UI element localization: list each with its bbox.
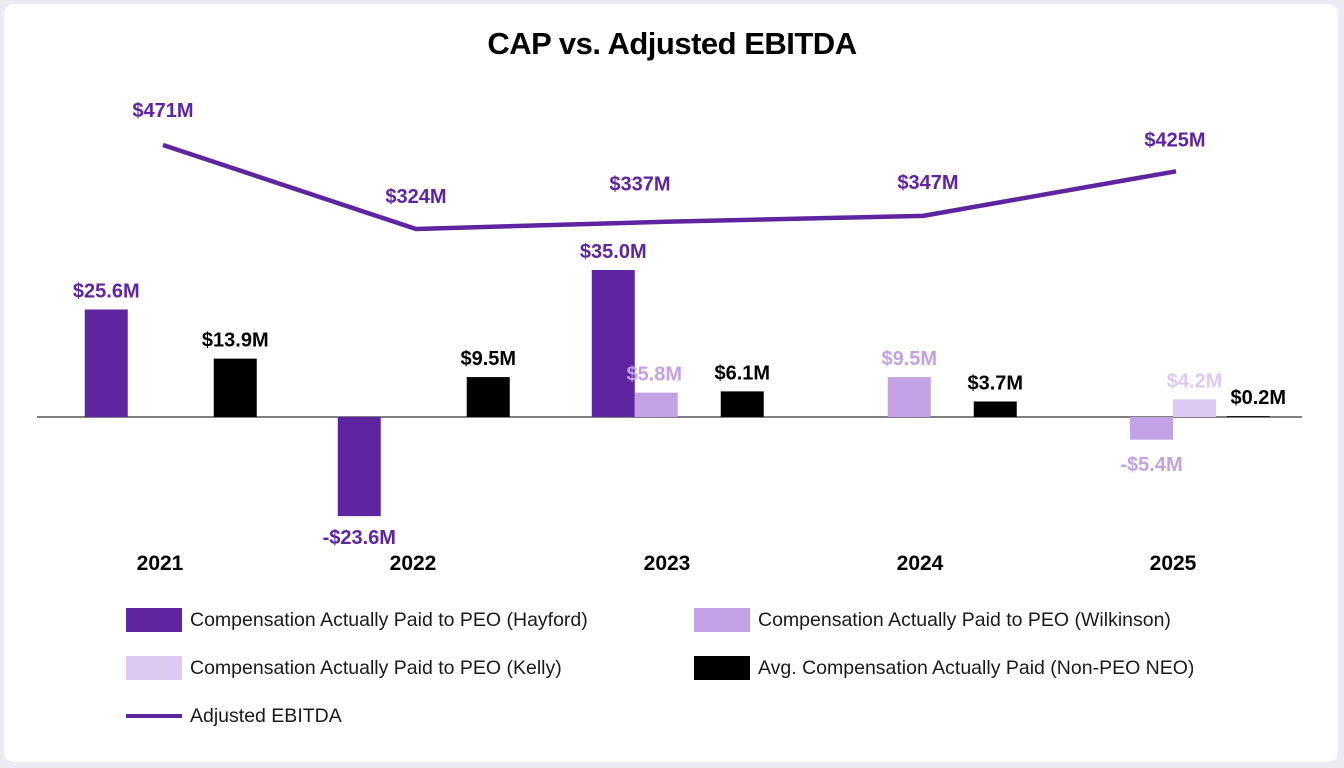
bar-wilkinson-2025 bbox=[1130, 417, 1173, 440]
bar-label-hayford-2023: $35.0M bbox=[580, 241, 647, 263]
legend-swatch-non-peo-neo bbox=[694, 656, 750, 680]
line-label-2021: $471M bbox=[132, 100, 193, 122]
bar-non-peo-neo-2024 bbox=[973, 401, 1017, 417]
bar-hayford-2022 bbox=[337, 417, 381, 517]
bar-hayford-2021 bbox=[84, 309, 128, 417]
bar-hayford-2023 bbox=[591, 270, 635, 417]
legend-swatch-wilkinson bbox=[694, 608, 750, 632]
chart-canvas: $25.6M -$23.6M $35.0M $5.8M $9.5M -$5.4M $4.2M… bbox=[37, 100, 1302, 575]
bar-non-peo-neo-2025 bbox=[1226, 416, 1270, 417]
line-label-2023: $337M bbox=[609, 174, 670, 196]
bar-label-wilkinson-2025: -$5.4M bbox=[1120, 454, 1182, 476]
x-tick-label-2024: 2024 bbox=[897, 552, 944, 575]
legend-label-adjusted-ebitda: Adjusted EBITDA bbox=[190, 705, 342, 727]
line-label-2022: $324M bbox=[385, 186, 446, 208]
legend-swatch-hayford bbox=[126, 608, 182, 632]
bar-kelly-2025 bbox=[1173, 399, 1216, 417]
x-tick-label-2021: 2021 bbox=[137, 552, 184, 575]
legend-label-kelly: Compensation Actually Paid to PEO (Kelly… bbox=[190, 657, 562, 679]
line-label-2024: $347M bbox=[897, 172, 958, 194]
bar-non-peo-neo-2022 bbox=[466, 377, 510, 417]
bar-label-non-peo-neo-2025: $0.2M bbox=[1230, 387, 1286, 409]
bar-label-non-peo-neo-2023: $6.1M bbox=[714, 362, 770, 384]
line-label-2025: $425M bbox=[1144, 129, 1205, 151]
x-tick-label-2023: 2023 bbox=[644, 552, 691, 575]
legend-swatch-kelly bbox=[126, 656, 182, 680]
legend-swatch-adjusted-ebitda bbox=[126, 714, 182, 718]
x-tick-label-2025: 2025 bbox=[1150, 552, 1197, 575]
legend-label-hayford: Compensation Actually Paid to PEO (Hayfo… bbox=[190, 609, 588, 631]
bar-wilkinson-2023 bbox=[634, 392, 678, 417]
bar-label-non-peo-neo-2021: $13.9M bbox=[202, 330, 269, 352]
legend-label-wilkinson: Compensation Actually Paid to PEO (Wilki… bbox=[758, 609, 1171, 631]
bar-label-non-peo-neo-2024: $3.7M bbox=[967, 372, 1023, 394]
bar-label-kelly-2025: $4.2M bbox=[1167, 370, 1223, 392]
chart-title: CAP vs. Adjusted EBITDA bbox=[487, 26, 857, 61]
legend-label-non-peo-neo: Avg. Compensation Actually Paid (Non-PEO… bbox=[758, 657, 1195, 679]
bar-label-wilkinson-2023: $5.8M bbox=[626, 364, 682, 386]
bar-label-hayford-2021: $25.6M bbox=[73, 280, 140, 302]
bar-label-non-peo-neo-2022: $9.5M bbox=[460, 348, 516, 370]
bar-label-hayford-2022: -$23.6M bbox=[323, 527, 396, 549]
bar-wilkinson-2024 bbox=[887, 377, 931, 417]
bar-non-peo-neo-2023 bbox=[720, 391, 764, 417]
x-tick-label-2022: 2022 bbox=[390, 552, 437, 575]
bar-label-wilkinson-2024: $9.5M bbox=[881, 348, 937, 370]
adjusted-ebitda-line bbox=[162, 142, 1177, 232]
bar-non-peo-neo-2021 bbox=[213, 358, 257, 417]
